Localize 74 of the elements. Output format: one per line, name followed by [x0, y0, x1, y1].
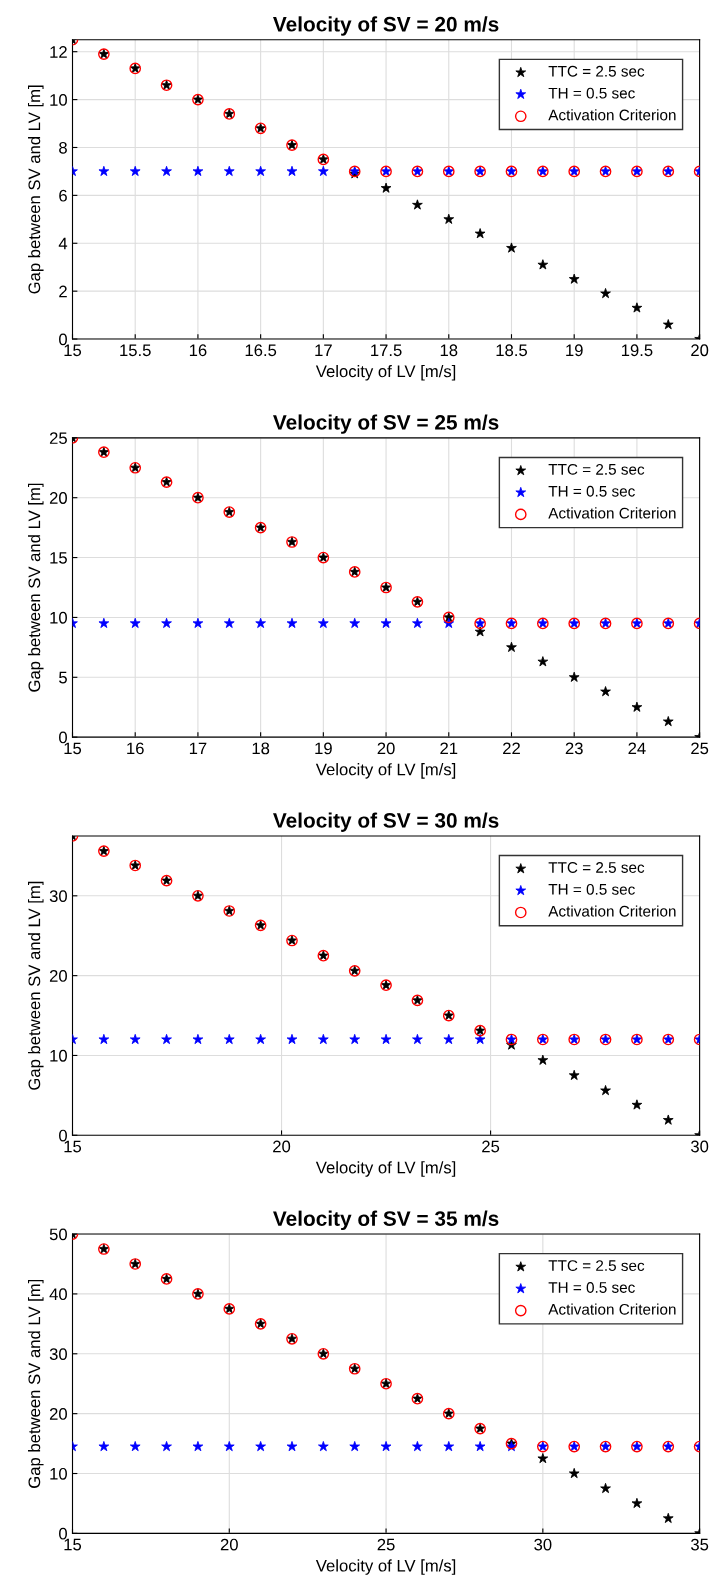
y-tick-label: 10	[50, 1049, 67, 1062]
legend-label: TTC = 2.5 sec	[548, 65, 645, 77]
y-tick-label: 25	[49, 432, 67, 445]
y-tick-label: 0	[59, 1527, 67, 1540]
x-tick-label: 25	[482, 1140, 500, 1153]
y-axis-title: Gap between SV and LV [m]	[28, 483, 44, 692]
x-tick-label: 30	[534, 1538, 552, 1551]
legend-label: TTC = 2.5 sec	[548, 862, 645, 873]
chart-title: Velocity of SV = 20 m/s	[273, 16, 499, 36]
x-tick-label: 30	[690, 1140, 709, 1153]
legend-label: Activation Criterion	[548, 507, 676, 519]
y-tick-label: 12	[50, 46, 67, 58]
x-tick-label: 21	[440, 742, 458, 755]
legend-label: TH = 0.5 sec	[548, 87, 635, 99]
chart-title: Velocity of SV = 25 m/s	[273, 414, 499, 434]
legend-label: Activation Criterion	[548, 1303, 676, 1315]
legend-label: TH = 0.5 sec	[548, 883, 635, 895]
x-tick-label: 35	[690, 1538, 709, 1551]
y-tick-label: 10	[50, 611, 67, 624]
x-tick-label: 16	[189, 344, 207, 357]
y-tick-label: 30	[49, 890, 67, 903]
y-tick-label: 5	[59, 671, 67, 684]
x-tick-label: 25	[377, 1538, 395, 1551]
y-tick-label: 10	[50, 93, 67, 106]
legend-label: TH = 0.5 sec	[548, 485, 635, 497]
y-tick-label: 8	[59, 141, 67, 154]
x-tick-label: 17	[189, 742, 207, 755]
x-tick-label: 18	[252, 742, 270, 755]
x-axis-title: Velocity of LV [m/s]	[315, 365, 456, 381]
x-tick-label: 16.5	[245, 344, 277, 357]
legend-label: Activation Criterion	[548, 905, 676, 917]
legend-label: TH = 0.5 sec	[548, 1282, 635, 1293]
y-tick-label: 4	[58, 237, 68, 250]
y-tick-label: 0	[59, 1129, 67, 1142]
x-tick-label: 19	[315, 742, 332, 755]
y-tick-label: 0	[59, 731, 67, 744]
y-tick-label: 10	[50, 1467, 67, 1480]
x-tick-label: 20	[377, 742, 395, 755]
x-axis-title: Velocity of LV [m/s]	[315, 763, 456, 779]
x-tick-label: 17	[315, 344, 332, 356]
y-tick-label: 15	[50, 552, 67, 564]
chart-title: Velocity of SV = 30 m/s	[273, 812, 499, 832]
x-tick-label: 16	[127, 742, 144, 755]
y-tick-label: 0	[59, 333, 67, 346]
y-tick-label: 50	[49, 1228, 67, 1241]
y-tick-label: 20	[49, 1408, 67, 1420]
y-tick-label: 40	[49, 1288, 67, 1301]
x-tick-label: 23	[565, 742, 583, 755]
chart-title: Velocity of SV = 35 m/s	[273, 1210, 499, 1231]
x-tick-label: 19	[566, 344, 583, 357]
x-axis-title: Velocity of LV [m/s]	[315, 1559, 456, 1575]
legend-label: TTC = 2.5 sec	[548, 463, 645, 475]
y-axis-title: Gap between SV and LV [m]	[28, 85, 44, 294]
y-tick-label: 6	[59, 189, 67, 202]
legend-label: TTC = 2.5 sec	[548, 1260, 645, 1271]
y-tick-label: 2	[59, 285, 67, 298]
x-tick-label: 20	[691, 344, 709, 357]
x-tick-label: 17.5	[371, 344, 402, 357]
x-tick-label: 18.5	[496, 344, 528, 357]
x-tick-label: 20	[273, 1140, 291, 1153]
y-tick-label: 20	[49, 970, 67, 982]
y-axis-title: Gap between SV and LV [m]	[28, 881, 44, 1090]
y-tick-label: 20	[49, 492, 67, 504]
x-tick-label: 18	[440, 344, 458, 357]
x-tick-label: 25	[691, 742, 709, 755]
x-tick-label: 19.5	[621, 344, 653, 357]
x-tick-label: 20	[220, 1538, 238, 1551]
x-tick-label: 22	[503, 742, 520, 755]
x-axis-title: Velocity of LV [m/s]	[315, 1161, 456, 1177]
x-tick-label: 15.5	[120, 344, 151, 357]
x-tick-label: 24	[628, 742, 646, 755]
y-axis-title: Gap between SV and LV [m]	[28, 1279, 44, 1488]
y-tick-label: 30	[49, 1348, 67, 1360]
legend-label: Activation Criterion	[548, 109, 676, 121]
